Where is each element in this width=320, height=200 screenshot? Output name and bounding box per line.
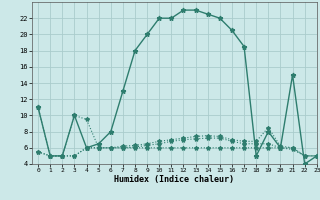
X-axis label: Humidex (Indice chaleur): Humidex (Indice chaleur) bbox=[115, 175, 234, 184]
